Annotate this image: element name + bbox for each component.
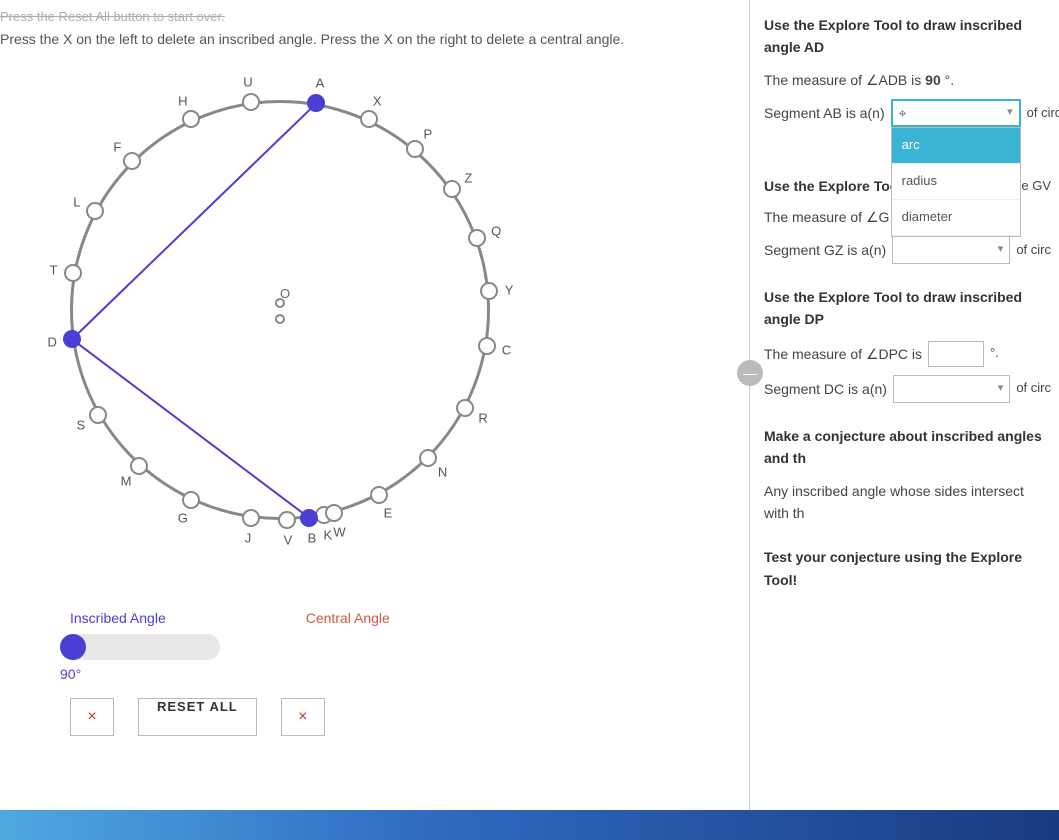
circle-node-t[interactable] (64, 264, 82, 282)
app-root: Press the Reset All button to start over… (0, 0, 1059, 840)
segment-ab-dropdown: arcradiusdiameter (891, 127, 1021, 236)
circle-node-u[interactable] (242, 93, 260, 111)
inscribed-angle-value: 90° (60, 666, 100, 682)
circle-node-label: Q (491, 224, 501, 239)
center-label: O (280, 286, 290, 301)
circle-node-label: J (245, 530, 252, 545)
delete-central-button[interactable]: × (281, 698, 325, 736)
circle-node-b[interactable] (300, 509, 318, 527)
dropdown-option-arc[interactable]: arc (892, 128, 1020, 164)
circle-node-a[interactable] (307, 94, 325, 112)
circle-node-label: B (308, 530, 317, 545)
center-point-2 (275, 314, 285, 324)
circle-node-w[interactable] (325, 504, 343, 522)
circle-node-label: W (333, 524, 345, 539)
q2-title-suffix: le GV (1018, 176, 1051, 197)
circle-node-j[interactable] (242, 509, 260, 527)
circle-node-label: E (384, 505, 393, 520)
chevron-icon: — (743, 365, 757, 381)
q3-segment-label: Segment DC is a(n) (764, 378, 887, 400)
circle-node-label: Z (464, 170, 472, 185)
circle-node-g[interactable] (182, 491, 200, 509)
circle-node-label: F (113, 140, 121, 155)
circle-node-h[interactable] (182, 110, 200, 128)
circle-node-label: A (316, 76, 325, 91)
circle-node-f[interactable] (123, 152, 141, 170)
circle-node-m[interactable] (130, 457, 148, 475)
q1-title: Use the Explore Tool to draw inscribed a… (764, 14, 1051, 59)
circle-node-n[interactable] (419, 449, 437, 467)
dropdown-option-radius[interactable]: radius (892, 164, 1020, 200)
circle-node-p[interactable] (406, 140, 424, 158)
circle-node-label: H (178, 94, 187, 109)
delete-inscribed-button[interactable]: × (70, 698, 114, 736)
inscribed-angle-label: Inscribed Angle (70, 610, 166, 626)
segment-dc-select[interactable]: ▾ (893, 375, 1010, 403)
collapse-handle[interactable]: — (737, 360, 763, 386)
q3-measure-label: The measure of ∠DPC is (764, 343, 922, 365)
test-title: Test your conjecture using the Explore T… (764, 546, 1051, 591)
circle-node-label: U (243, 75, 252, 90)
circle-node-s[interactable] (89, 406, 107, 424)
q2-title: Use the Explore Tool t (764, 175, 911, 197)
circle-node-x[interactable] (360, 110, 378, 128)
circle-node-label: C (502, 342, 511, 357)
q1-suffix: of circ (1027, 103, 1059, 124)
circle-node-label: M (121, 473, 132, 488)
taskbar[interactable] (0, 810, 1059, 840)
dropdown-option-diameter[interactable]: diameter (892, 200, 1020, 236)
circle-node-label: K (323, 527, 332, 542)
circle-node-q[interactable] (468, 229, 486, 247)
circle-node-label: D (48, 334, 57, 349)
angle-dpc-input[interactable] (928, 341, 984, 367)
circle-stage[interactable]: AUXPZHFQLYTCDRSNMEGKJWVB O (20, 80, 540, 600)
circle-node-label: R (478, 410, 487, 425)
q2-segment-label: Segment GZ is a(n) (764, 239, 886, 261)
circle-node-label: X (373, 94, 382, 109)
circle-node-d[interactable] (63, 330, 81, 348)
q1-segment-label: Segment AB is a(n) (764, 102, 885, 124)
q3-suffix: of circ (1016, 378, 1051, 399)
cursor-icon: ⌖ (899, 102, 907, 124)
circle-node-label: Y (505, 282, 514, 297)
circle-node-label: S (76, 417, 85, 432)
circle-node-label: T (50, 262, 58, 277)
conjecture-title: Make a conjecture about inscribed angles… (764, 425, 1051, 470)
questions-panel: — Use the Explore Tool to draw inscribed… (749, 0, 1059, 840)
reset-all-button[interactable]: RESET ALL (138, 698, 257, 736)
circle-node-label: V (284, 532, 293, 547)
circle-node-v[interactable] (278, 511, 296, 529)
circle-node-c[interactable] (478, 337, 496, 355)
chevron-down-icon: ▾ (998, 380, 1004, 398)
circle-node-label: L (73, 194, 80, 209)
segment-gz-select[interactable]: ▾ (892, 236, 1010, 264)
circle-node-l[interactable] (86, 202, 104, 220)
circle-node-label: G (178, 511, 188, 526)
circle-node-z[interactable] (443, 180, 461, 198)
q1-measure-label: The measure of ∠ADB is 90 °. (764, 69, 954, 91)
instruction-reset: Press the Reset All button to start over… (0, 8, 737, 26)
q2-suffix: of circ (1016, 240, 1051, 261)
controls: Inscribed Angle Central Angle 90° × RESE… (60, 610, 737, 736)
close-icon: × (87, 708, 96, 726)
explore-panel: Press the Reset All button to start over… (0, 0, 749, 840)
circle-node-y[interactable] (480, 282, 498, 300)
instruction-delete: Press the X on the left to delete an ins… (0, 30, 737, 50)
slider-knob[interactable] (60, 634, 86, 660)
segment-ab-select[interactable]: ⌖ ▾ (891, 99, 1021, 127)
circle-node-e[interactable] (370, 486, 388, 504)
chevron-down-icon: ▾ (998, 241, 1004, 259)
chevron-down-icon: ▾ (1007, 104, 1013, 122)
central-angle-label: Central Angle (306, 610, 390, 626)
conjecture-line: Any inscribed angle whose sides intersec… (764, 480, 1051, 525)
q3-measure-suffix: °. (990, 343, 999, 364)
circle-node-label: N (438, 465, 447, 480)
circle-node-label: P (423, 126, 432, 141)
angle-slider[interactable] (60, 634, 220, 660)
close-icon: × (298, 708, 307, 726)
circle-node-r[interactable] (456, 399, 474, 417)
q2-measure-label: The measure of ∠G (764, 206, 889, 228)
q3-title: Use the Explore Tool to draw inscribed a… (764, 286, 1051, 331)
